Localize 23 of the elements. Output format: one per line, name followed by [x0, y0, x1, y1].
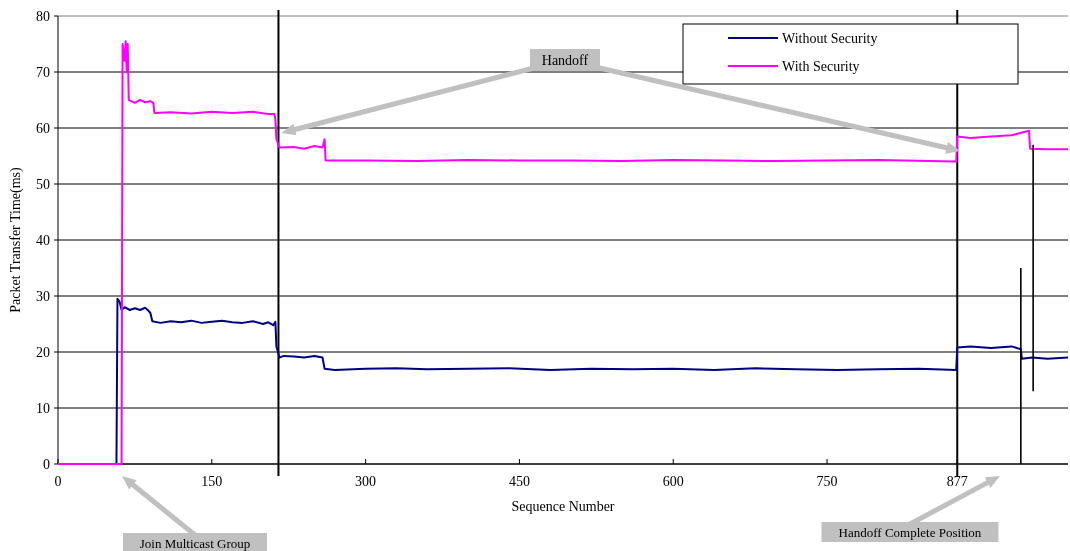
- y-tick-label: 50: [36, 176, 50, 192]
- y-axis-title: Packet Transfer Time(ms): [8, 166, 24, 313]
- x-axis-title: Sequence Number: [511, 499, 615, 514]
- y-tick-label: 40: [36, 232, 50, 248]
- y-tick-label: 20: [36, 344, 50, 360]
- y-tick-label: 30: [36, 288, 50, 304]
- text: Handoff Complete Position: [838, 524, 982, 540]
- x-tick-label: 877: [946, 474, 968, 489]
- y-tick-label: 60: [36, 120, 50, 136]
- legend-label: Without Security: [782, 30, 878, 46]
- legend-label: With Security: [782, 58, 860, 74]
- x-tick-label: 300: [355, 474, 377, 489]
- x-tick-label: 600: [662, 474, 684, 489]
- y-tick-label: 10: [36, 400, 50, 416]
- annotation: Handoff: [541, 52, 589, 68]
- x-tick-label: 450: [508, 474, 530, 489]
- y-tick-label: 80: [36, 8, 50, 24]
- y-tick-label: 70: [36, 64, 50, 80]
- x-tick-label: 0: [54, 474, 62, 489]
- x-tick-label: 750: [816, 474, 838, 489]
- text: Join Multicast Group: [139, 535, 251, 551]
- y-tick-label: 0: [43, 456, 50, 472]
- x-tick-label: 150: [201, 474, 223, 489]
